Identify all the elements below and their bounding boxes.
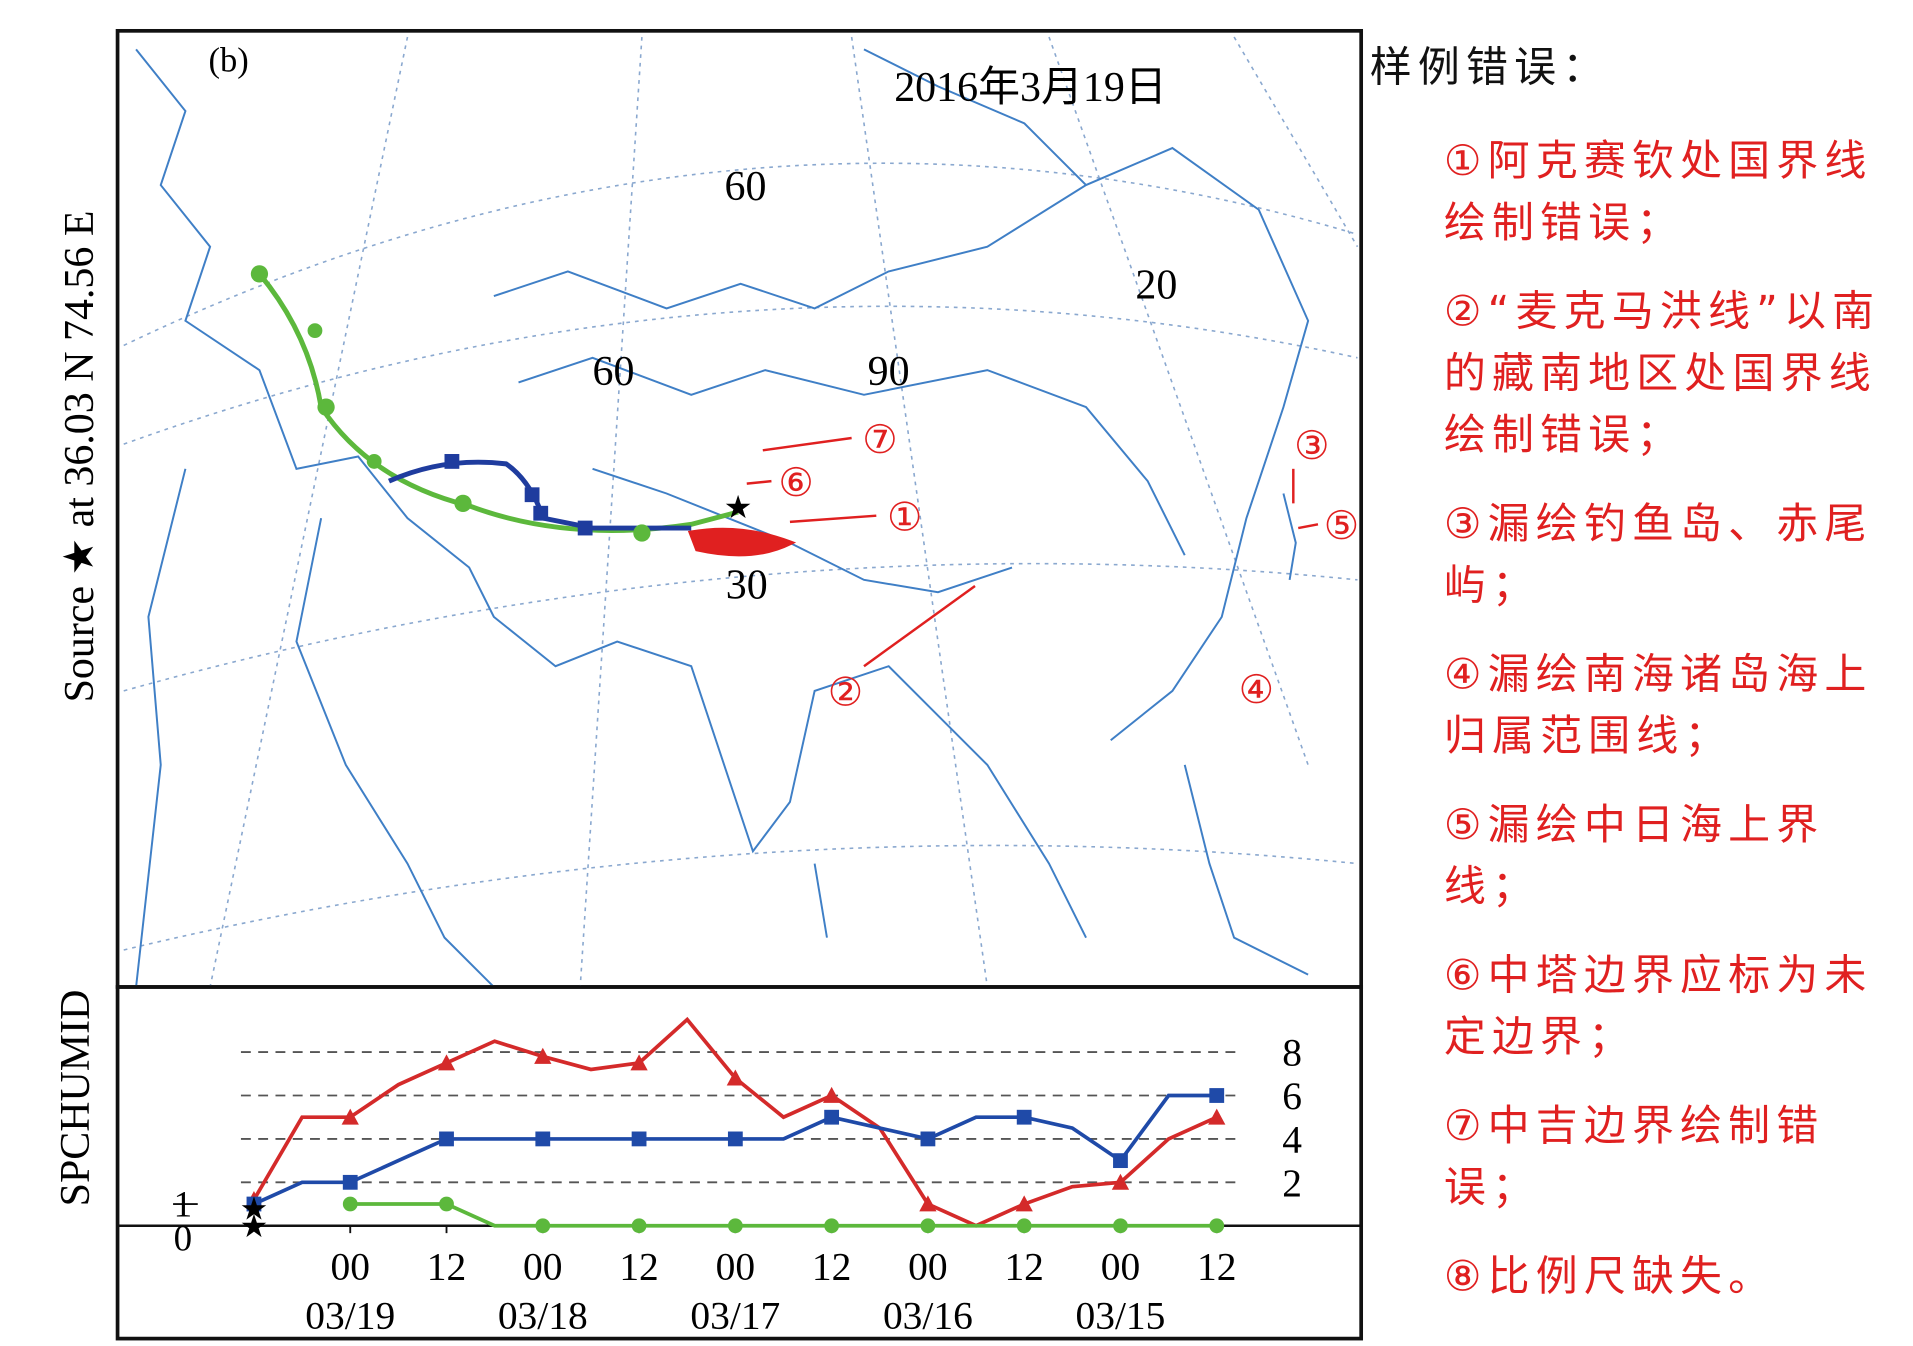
coastlines [135,48,1310,988]
graticule-label: 60 [593,349,635,395]
x-date-label: 03/15 [1076,1294,1166,1338]
marker [439,1131,454,1147]
x-date-label: 03/16 [883,1294,973,1338]
list-item: ⑤漏绘中日海上界线； [1443,800,1825,912]
marker [631,1218,647,1234]
list-item: ①阿克赛钦处国界线绘制错误； [1443,136,1873,248]
list-item: ④漏绘南海诸岛海上归属范围线； [1443,650,1873,762]
marker [534,1047,552,1064]
marker [1111,1173,1130,1190]
x-tick-label: 00 [1101,1244,1140,1288]
marker [1113,1218,1128,1234]
marker [439,1196,454,1212]
list-item: ②“麦克马洪线”以南的藏南地区处国界线绘制错误； [1443,287,1881,461]
marker [920,1218,936,1234]
x-tick-label: 12 [1197,1244,1236,1288]
x-tick-label: 00 [908,1244,947,1288]
x-tick-label: 12 [1004,1244,1043,1288]
marker [246,1196,262,1212]
panel-label: (b) [208,42,248,80]
list-item: ⑦中吉边界绘制错误； [1443,1101,1825,1213]
marker [727,1218,743,1234]
marker [342,1174,358,1190]
y-tick-label: 2 [1282,1161,1302,1205]
graticule-label: 30 [726,562,768,608]
marker [726,1069,744,1086]
error-list: 样例错误： ①阿克赛钦处国界线绘制错误； ②“麦克马洪线”以南的藏南地区处国界线绘制… [1370,37,1913,1308]
marker [1209,1218,1225,1234]
marker [1015,1195,1033,1212]
x-tick-label: 00 [331,1244,370,1288]
annotation: ⑥ [778,461,813,505]
x-tick-label: 12 [619,1244,658,1288]
marker [342,1196,358,1212]
graticule-label: 90 [868,349,910,395]
annotation: ① [887,496,922,540]
marker [1113,1153,1128,1169]
marker [535,1218,551,1234]
error-list-body: 样例错误： ①阿克赛钦处国界线绘制错误； ②“麦克马洪线”以南的藏南地区处国界线绘制… [1370,37,1913,1308]
map-date: 2016年3月19日 [894,64,1167,111]
list-item: ⑧比例尺缺失。 [1443,1252,1777,1302]
y-tick-label: 0 [174,1218,193,1259]
marker [824,1109,840,1125]
x-tick-label: 00 [523,1244,562,1288]
x-date-label: 03/18 [498,1294,588,1338]
x-date-label: 03/17 [690,1294,780,1338]
marker [631,1131,647,1147]
x-tick-label: 00 [716,1244,755,1288]
series-line [252,1016,1218,1228]
chart-frame [115,985,1364,1341]
x-date-label: 03/19 [305,1294,395,1338]
y-tick-label: 6 [1282,1074,1302,1118]
marker [824,1218,840,1234]
trajectory-markers [250,265,651,542]
graticule-label: 20 [1135,263,1177,309]
trajectory-markers [444,454,593,536]
list-title: 样例错误： [1369,43,1611,93]
marker [1016,1109,1032,1125]
source-star: ★ [724,489,753,525]
y-tick-label: 4 [1282,1117,1302,1161]
marker [727,1131,743,1147]
annotation: ⑦ [862,418,897,462]
x-tick-label: 12 [427,1244,466,1288]
annotation: ④ [1239,668,1274,712]
marker [919,1195,937,1212]
y-tick-label: 1 [174,1184,193,1225]
start-star: ★ [240,1190,269,1226]
annotation: ③ [1294,424,1329,468]
marker [341,1108,359,1125]
list-item: ③漏绘钓鱼岛、赤尾屿； [1443,499,1873,611]
graticule-label: 60 [725,164,767,210]
marker [437,1054,456,1071]
x-tick-label: 12 [812,1244,851,1288]
series-line [350,1202,1217,1228]
marker [1208,1108,1226,1125]
marker [1016,1218,1032,1234]
annotation: ② [828,671,863,715]
start-star: ★ [240,1208,269,1244]
source-label: Source ★ at 36.03 N 74.56 E [57,211,103,703]
map-frame [115,28,1364,989]
marker [920,1131,936,1147]
y-tick-label: 8 [1282,1031,1302,1075]
annotation-arrows [746,436,1319,668]
marker [822,1086,841,1103]
annotation: ⑤ [1324,504,1359,548]
marker [1209,1088,1225,1103]
graticule [123,36,1359,988]
marker [535,1131,551,1147]
list-item: ⑥中塔边界应标为未定边界； [1443,951,1873,1063]
marker [630,1054,648,1071]
y-axis-label: SPCHUMID [53,990,99,1207]
